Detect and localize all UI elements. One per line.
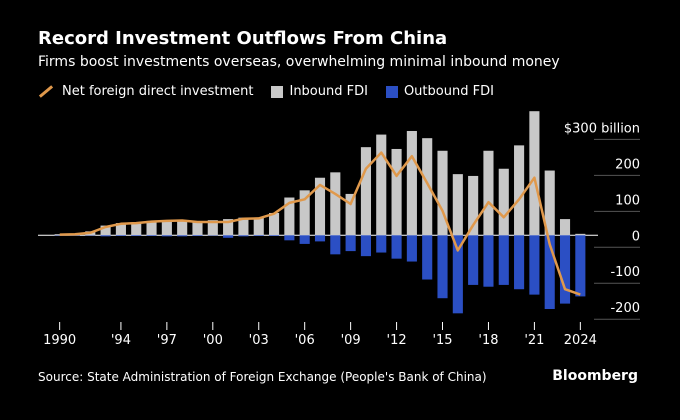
- inbound-bar: [529, 111, 540, 236]
- legend-item-net: Net foreign direct investment: [38, 84, 253, 99]
- outbound-bar: [544, 235, 555, 310]
- outbound-bar: [146, 235, 157, 236]
- inbound-bar: [330, 172, 341, 236]
- outbound-bar: [192, 235, 203, 236]
- outbound-bar: [238, 235, 249, 237]
- x-tick-label: '18: [478, 333, 498, 348]
- outbound-bar: [345, 235, 356, 252]
- inbound-swatch-icon: [271, 85, 284, 98]
- x-tick-label: '21: [524, 333, 544, 348]
- outbound-bar: [223, 235, 234, 238]
- outbound-bar: [269, 235, 280, 236]
- chart-subtitle: Firms boost investments overseas, overwh…: [38, 54, 560, 70]
- inbound-bar: [253, 217, 264, 236]
- inbound-bar: [360, 147, 371, 236]
- chart-panel: Record Investment Outflows From China Fi…: [20, 18, 660, 402]
- inbound-bar: [544, 170, 555, 236]
- inbound-bar: [314, 177, 326, 236]
- outbound-bar: [437, 235, 448, 299]
- x-tick-label: '97: [157, 333, 177, 348]
- plot-area: $300 billion 200 100 0 -100 -200 1990 '94 '97 '00…: [38, 111, 640, 348]
- inbound-bar: [559, 219, 571, 236]
- outbound-bar: [391, 235, 402, 259]
- inbound-bar: [192, 221, 203, 236]
- outbound-bar: [161, 235, 172, 237]
- inbound-bar: [345, 193, 356, 236]
- inbound-bar: [269, 212, 280, 236]
- legend: Net foreign direct investment Inbound FD…: [38, 84, 512, 99]
- legend-label-inbound: Inbound FDI: [289, 84, 368, 99]
- outbound-bar: [575, 235, 586, 297]
- inbound-bar: [223, 219, 234, 236]
- x-tick-label: '15: [432, 333, 452, 348]
- inbound-bar: [391, 148, 402, 236]
- legend-item-outbound: Outbound FDI: [385, 84, 494, 99]
- outbound-bar: [483, 235, 494, 287]
- inbound-bar: [284, 197, 295, 236]
- outbound-bar: [177, 235, 188, 237]
- outbound-bar: [376, 235, 387, 253]
- outbound-bar: [330, 235, 341, 255]
- inbound-bar: [422, 138, 433, 236]
- inbound-bar: [115, 223, 126, 236]
- inbound-bar: [514, 145, 525, 236]
- outbound-bar: [514, 235, 525, 290]
- x-tick-label: '03: [249, 333, 269, 348]
- inbound-bar: [299, 190, 310, 236]
- outbound-bar: [468, 235, 479, 285]
- inbound-bar: [131, 222, 142, 236]
- x-tick-label: '12: [387, 333, 407, 348]
- inbound-bar: [376, 134, 387, 236]
- source-note: Source: State Administration of Foreign …: [38, 370, 487, 384]
- outbound-bar: [284, 235, 295, 241]
- outbound-bar: [559, 235, 571, 304]
- x-tick-label: 1990: [43, 333, 76, 348]
- legend-label-outbound: Outbound FDI: [403, 84, 494, 99]
- inbound-bar: [100, 225, 111, 236]
- outbound-bar: [131, 235, 142, 236]
- outbound-bar: [422, 235, 433, 280]
- brand-logo: Bloomberg: [552, 368, 638, 384]
- y-tick-label: -200: [610, 301, 640, 316]
- outbound-bar: [253, 235, 264, 236]
- inbound-bar: [575, 233, 586, 236]
- y-tick-label: 200: [615, 157, 640, 172]
- inbound-bar: [238, 217, 249, 236]
- inbound-bar: [498, 168, 509, 236]
- outbound-bar: [314, 235, 326, 242]
- inbound-bar: [452, 174, 463, 236]
- inbound-bar: [483, 150, 494, 236]
- outbound-bar: [529, 235, 540, 295]
- y-tick-label: $300 billion: [564, 121, 640, 136]
- y-tick-label: 0: [632, 229, 640, 244]
- x-tick-label: 2024: [564, 333, 597, 348]
- inbound-bar: [54, 234, 65, 236]
- inbound-bar: [146, 220, 157, 236]
- outbound-bar: [498, 235, 509, 285]
- x-tick-label: '94: [111, 333, 131, 348]
- outbound-bar: [452, 235, 463, 314]
- inbound-bar: [468, 175, 479, 236]
- x-tick-label: '00: [203, 333, 223, 348]
- inbound-bar: [177, 220, 188, 236]
- outbound-bar: [100, 235, 111, 237]
- x-tick-label: '06: [295, 333, 315, 348]
- net-fdi-line: [59, 151, 581, 296]
- legend-item-inbound: Inbound FDI: [271, 84, 368, 99]
- inbound-bar: [406, 130, 417, 236]
- outbound-bar: [360, 235, 371, 257]
- x-tick-label: '09: [341, 333, 361, 348]
- chart-title: Record Investment Outflows From China: [38, 28, 448, 49]
- legend-label-net: Net foreign direct investment: [62, 84, 254, 99]
- inbound-bar: [161, 220, 172, 236]
- inbound-bar: [207, 220, 218, 236]
- outbound-bar: [115, 235, 126, 236]
- outbound-bar: [299, 235, 310, 244]
- inbound-bar: [437, 150, 448, 236]
- y-tick-label: -100: [610, 265, 640, 280]
- outbound-swatch-icon: [385, 85, 398, 98]
- outbound-bar: [406, 235, 417, 262]
- y-tick-label: 100: [615, 193, 640, 208]
